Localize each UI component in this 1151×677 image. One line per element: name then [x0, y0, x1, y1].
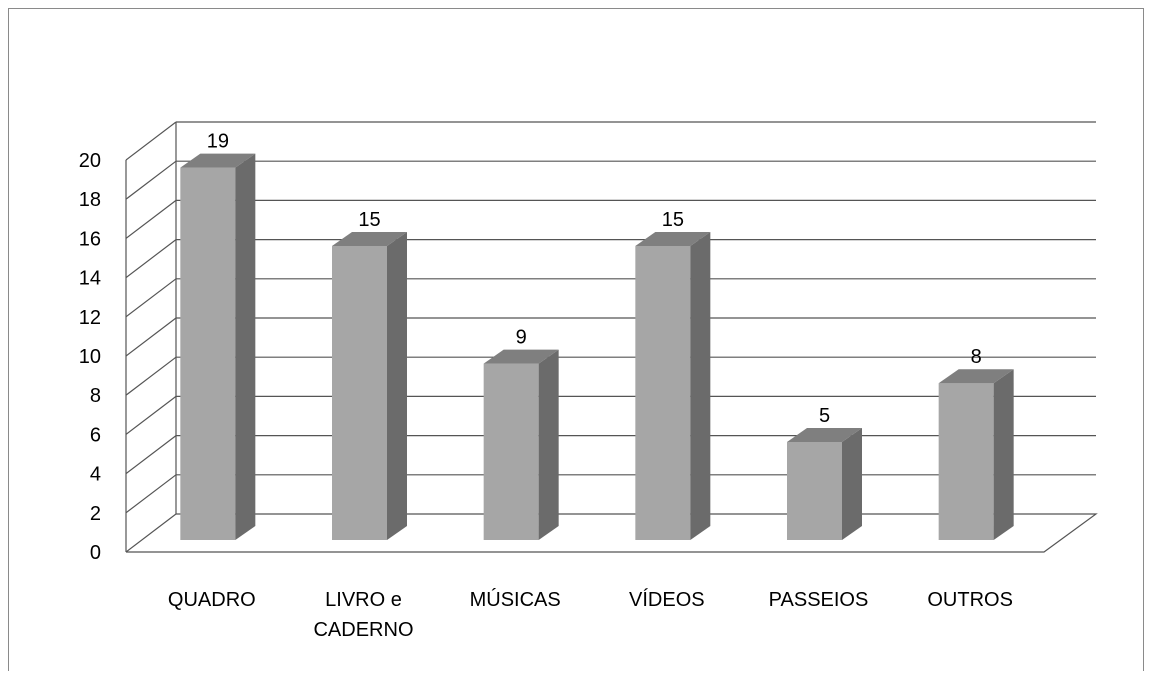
bar-front: [180, 167, 236, 540]
data-label: 8: [971, 346, 982, 368]
data-labels: 19 15 9 15 5 8: [207, 131, 982, 427]
bar-2: [483, 349, 559, 540]
bar-side: [235, 153, 256, 540]
side-gridline: [125, 199, 177, 239]
bar-front: [483, 363, 539, 540]
bar-top: [332, 232, 407, 246]
x-axis-categories: QUADRO LIVRO e CADERNO MÚSICAS VÍDEOS PASSEIO…: [168, 588, 1013, 641]
category-label-line: MÚSICAS: [470, 588, 561, 611]
y-axis-ticks: 0 2 4 6 8 10 12 14 16 18 20: [79, 150, 101, 564]
chart-frame: [8, 8, 1144, 671]
y-tick-label: 18: [79, 189, 101, 211]
side-gridline: [125, 160, 177, 200]
y-tick-label: 12: [79, 307, 101, 329]
bar-3: [635, 232, 711, 540]
side-gridline: [125, 435, 177, 475]
y-tick-label: 10: [79, 346, 101, 368]
bar-front: [332, 246, 387, 540]
side-gridline: [125, 395, 177, 435]
data-label: 19: [207, 131, 229, 153]
data-label: 5: [819, 405, 830, 427]
category-label: VÍDEOS: [629, 588, 705, 611]
side-gridline: [125, 278, 177, 318]
bar-side: [993, 369, 1014, 540]
category-label: PASSEIOS: [769, 589, 869, 611]
bar-side: [690, 232, 711, 540]
bars: [180, 153, 1014, 540]
category-label-line: PASSEIOS: [769, 589, 869, 611]
side-gridline: [125, 121, 177, 161]
bar-top: [787, 428, 862, 442]
bar-front: [635, 246, 691, 540]
side-gridline: [125, 356, 177, 396]
category-label-line: OUTROS: [927, 589, 1013, 611]
y-tick-label: 14: [79, 268, 101, 290]
data-label: 15: [662, 209, 684, 231]
y-tick-label: 16: [79, 228, 101, 250]
category-label-line: LIVRO e: [325, 589, 402, 611]
bar-0: [180, 153, 256, 540]
bar-top: [635, 232, 711, 246]
bar-5: [938, 369, 1014, 540]
category-label-line: VÍDEOS: [629, 588, 705, 611]
category-label: QUADRO: [168, 589, 256, 611]
category-label: OUTROS: [927, 589, 1013, 611]
category-label-line: QUADRO: [168, 589, 256, 611]
y-tick-label: 2: [90, 503, 101, 525]
bar-top: [180, 153, 256, 168]
category-label-line: CADERNO: [313, 619, 413, 641]
side-gridline: [125, 239, 177, 279]
bar-top: [483, 349, 559, 364]
side-gridline: [125, 317, 177, 357]
bar-4: [787, 428, 862, 540]
y-tick-label: 0: [90, 542, 101, 564]
bar-1: [332, 232, 407, 540]
bar-front: [787, 442, 842, 540]
y-tick-label: 20: [79, 150, 101, 172]
category-label: MÚSICAS: [470, 588, 561, 611]
bar-side: [387, 232, 407, 540]
y-tick-label: 4: [90, 464, 101, 486]
y-tick-label: 6: [90, 424, 101, 446]
y-tick-label: 8: [90, 385, 101, 407]
bar-top: [938, 369, 1014, 384]
side-gridline: [125, 513, 177, 553]
data-label: 9: [516, 327, 527, 349]
bar-side: [538, 349, 559, 540]
side-gridline: [125, 474, 177, 514]
data-label: 15: [358, 209, 380, 231]
bar-side: [842, 428, 862, 540]
bar-front: [938, 383, 994, 540]
category-label: LIVRO e CADERNO: [313, 589, 413, 641]
